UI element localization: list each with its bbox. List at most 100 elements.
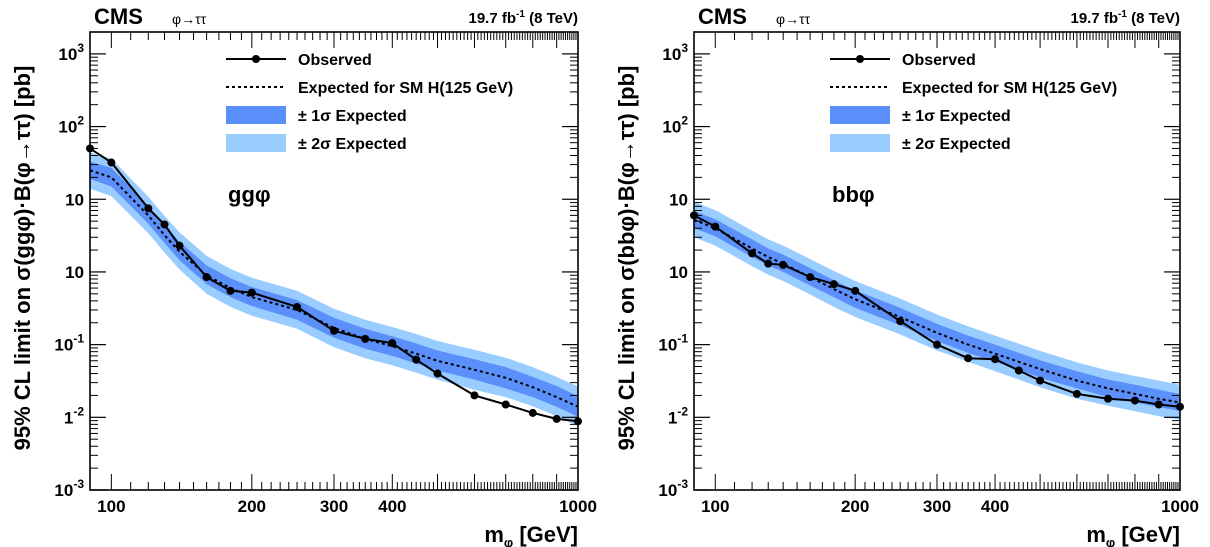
observed-point — [107, 158, 116, 167]
lumi-exponent: -1 — [516, 9, 525, 20]
lumi-label: 19.7 fb-1 (8 TeV) — [468, 9, 578, 27]
observed-point — [528, 408, 537, 417]
y-tick-base: 10 — [669, 263, 688, 282]
energy-label: (8 TeV) — [1127, 10, 1180, 27]
band-1sigma — [90, 161, 578, 417]
y-tick-label: 103 — [58, 41, 84, 64]
y-tick-exponent: 2 — [77, 114, 84, 128]
y-tick-base: 1 — [668, 408, 677, 427]
observed-point — [1072, 389, 1081, 398]
observed-point — [806, 273, 815, 282]
x-tick-label: 400 — [981, 497, 1009, 516]
x-axis-title: mφ [GeV] — [484, 522, 578, 547]
y-tick-exponent: -1 — [73, 332, 84, 346]
observed-point — [501, 400, 510, 409]
legend-2sigma-label: ± 2σ Expected — [902, 136, 1011, 153]
y-ticks — [694, 31, 1180, 491]
x-tick-label: 1000 — [559, 497, 597, 516]
y-ticks — [90, 31, 578, 491]
observed-point — [779, 260, 788, 269]
x-axis-title-main: m — [484, 522, 504, 547]
y-tick-base: 1 — [64, 408, 73, 427]
y-tick-base: 10 — [54, 336, 73, 355]
legend-2sigma-swatch — [830, 134, 890, 152]
y-tick-exponent: 2 — [681, 114, 688, 128]
x-tick-label: 100 — [701, 497, 729, 516]
cms-label: CMS — [94, 4, 143, 29]
legend-observed-marker — [856, 55, 864, 63]
y-tick-base: 10 — [54, 481, 73, 500]
legend-1sigma-label: ± 1σ Expected — [298, 108, 407, 125]
observed-point — [144, 204, 153, 213]
y-tick-exponent: -1 — [677, 332, 688, 346]
y-tick-label: 1-2 — [64, 404, 84, 427]
y-tick-base: 10 — [65, 190, 84, 209]
legend-expected-label: Expected for SM H(125 GeV) — [902, 80, 1117, 97]
y-tick-exponent: -2 — [677, 404, 688, 418]
observed-point — [552, 414, 561, 423]
x-tick-label: 1000 — [1161, 497, 1199, 516]
observed-point — [433, 369, 442, 378]
y-tick-label: 10 — [669, 263, 688, 282]
y-tick-label: 10-3 — [658, 477, 688, 500]
observed-point — [933, 340, 941, 349]
y-tick-base: 10 — [669, 190, 688, 209]
y-tick-label: 1-2 — [668, 404, 688, 427]
y-tick-base: 10 — [65, 263, 84, 282]
y-tick-exponent: -3 — [677, 477, 688, 491]
observed-point — [1104, 394, 1113, 403]
observed-point — [896, 317, 905, 326]
observed-point — [470, 391, 479, 400]
x-axis-title-sub: φ — [504, 535, 513, 547]
observed-point — [160, 220, 169, 229]
y-tick-label: 10 — [669, 190, 688, 209]
x-ticks — [693, 32, 1181, 490]
y-tick-label: 10 — [65, 263, 84, 282]
y-tick-base: 10 — [58, 45, 77, 64]
y-tick-base: 10 — [658, 336, 677, 355]
lumi-exponent: -1 — [1118, 9, 1127, 20]
production-label: ggφ — [228, 182, 271, 207]
lumi-value: 19.7 fb — [1070, 10, 1118, 27]
y-tick-label: 102 — [662, 114, 688, 137]
band-2sigma — [694, 201, 1180, 420]
legend-2sigma-swatch — [226, 134, 286, 152]
observed-point — [247, 288, 256, 297]
channel-label: φ→ττ — [776, 11, 811, 27]
observed-point — [330, 326, 338, 335]
y-tick-label: 10 — [65, 190, 84, 209]
y-tick-base: 10 — [58, 118, 77, 137]
observed-point — [226, 286, 235, 295]
legend-2sigma-label: ± 2σ Expected — [298, 136, 407, 153]
lumi-label: 19.7 fb-1 (8 TeV) — [1070, 9, 1180, 27]
observed-point — [829, 280, 838, 289]
y-tick-label: 10-3 — [54, 477, 84, 500]
observed-point — [202, 273, 211, 282]
observed-point — [764, 259, 773, 268]
observed-point — [711, 222, 720, 231]
x-tick-label: 100 — [97, 497, 125, 516]
legend: Observed Expected for SM H(125 GeV) ± 1σ E… — [226, 52, 513, 153]
observed-point — [361, 334, 370, 343]
production-label: bbφ — [832, 182, 875, 207]
legend-expected-label: Expected for SM H(125 GeV) — [298, 80, 513, 97]
legend-1sigma-swatch — [226, 106, 286, 124]
x-tick-label: 300 — [320, 497, 348, 516]
legend-1sigma-label: ± 1σ Expected — [902, 108, 1011, 125]
legend-observed-marker — [252, 55, 260, 63]
y-tick-exponent: -3 — [73, 477, 84, 491]
y-tick-label: 102 — [58, 114, 84, 137]
x-axis-title-sub: φ — [1106, 535, 1115, 547]
x-axis-title-unit: [GeV] — [1115, 522, 1180, 547]
observed-point — [748, 249, 757, 258]
channel-label: φ→ττ — [172, 11, 207, 27]
observed-point — [1154, 400, 1163, 409]
observed-point — [851, 286, 860, 295]
band-1sigma — [694, 211, 1180, 411]
observed-point — [964, 354, 973, 363]
y-tick-label: 103 — [662, 41, 688, 64]
observed-point — [175, 241, 184, 250]
